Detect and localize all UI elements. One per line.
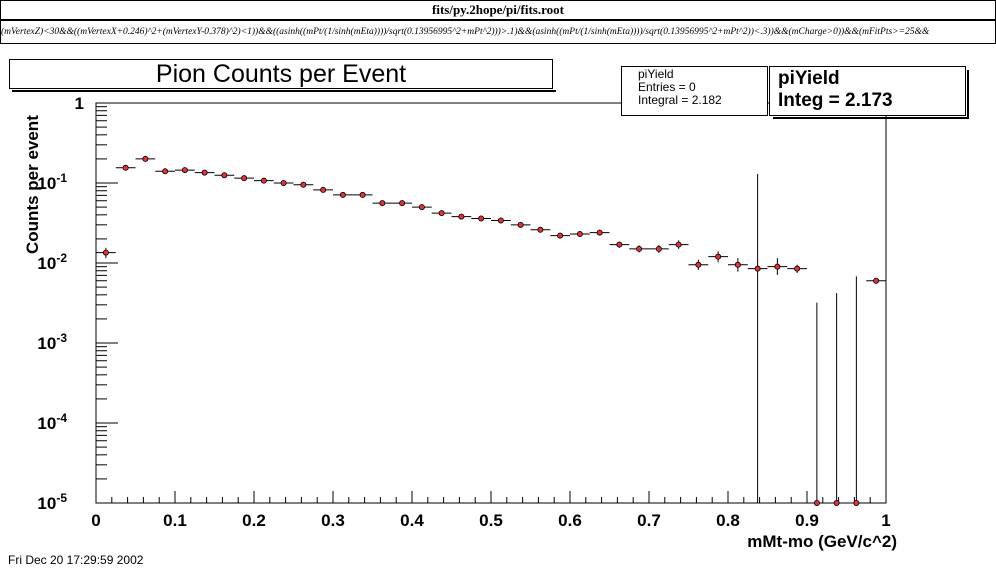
- data-point: [794, 265, 801, 272]
- x-tick-label: 0.7: [637, 511, 661, 530]
- data-point: [320, 186, 327, 193]
- stats-big-integ: Integ = 2.173: [778, 90, 893, 111]
- x-tick-label: 0.6: [558, 511, 582, 530]
- data-point: [715, 253, 722, 260]
- data-point: [497, 217, 504, 224]
- stats-box-small: piYield Entries = 0 Integral = 2.182: [621, 66, 768, 116]
- data-point: [142, 155, 149, 162]
- x-tick-label: 0.5: [479, 511, 503, 530]
- x-axis: 0 0.1 0.2 0.3 0.4 0.5 0.6 0.7 0.8 0.9 1: [91, 491, 891, 530]
- x-tick-label: 0.2: [242, 511, 266, 530]
- data-point: [162, 168, 169, 175]
- data-point: [576, 231, 583, 238]
- data-point: [300, 181, 307, 188]
- data-point: [754, 265, 761, 272]
- x-tick-label: 0: [91, 511, 100, 530]
- data-point: [616, 241, 623, 248]
- x-tick-label: 0.8: [716, 511, 740, 530]
- data-point: [557, 232, 564, 239]
- data-markers: [102, 155, 880, 506]
- data-point: [458, 213, 465, 220]
- data-point: [379, 200, 386, 207]
- datestamp: Fri Dec 20 17:29:59 2002: [8, 553, 144, 567]
- stats-big-name: piYield: [778, 68, 840, 89]
- plot-title: Pion Counts per Event: [9, 59, 556, 92]
- x-tick-label: 0.4: [400, 511, 424, 530]
- y-axis: 1 10-1 10-2 10-3 10-4 10-5: [37, 94, 118, 513]
- data-point: [636, 245, 643, 252]
- stats-box-large: piYield Integ = 2.173: [769, 66, 969, 119]
- x-tick-label: 1: [881, 511, 890, 530]
- data-point: [438, 210, 445, 217]
- x-tick-label: 0.9: [795, 511, 819, 530]
- data-point: [399, 200, 406, 207]
- cut-expression: (mVertexZ)<30&&((mVertexX+0.246)^2+(mVer…: [0, 20, 996, 44]
- y-tick-label: 10-5: [37, 491, 67, 513]
- data-point: [201, 169, 208, 176]
- stats-small-entries: Entries = 0: [638, 80, 696, 94]
- data-point: [221, 172, 228, 179]
- data-point: [102, 249, 109, 256]
- data-point: [418, 204, 425, 211]
- data-point: [596, 229, 603, 236]
- data-point: [359, 191, 366, 198]
- canvas-title: fits/py.2hope/pi/fits.root: [0, 0, 996, 20]
- data-point: [537, 226, 544, 233]
- data-point: [655, 245, 662, 252]
- data-point: [813, 499, 820, 506]
- y-tick-label: 10-1: [37, 171, 67, 193]
- data-point: [478, 215, 485, 222]
- y-tick-label: 10-2: [37, 251, 67, 273]
- x-tick-label: 0.3: [321, 511, 345, 530]
- y-axis-label: Counts per event: [23, 115, 42, 254]
- y-tick-label: 1: [75, 94, 84, 113]
- data-point: [122, 164, 129, 171]
- data-point: [833, 499, 840, 506]
- data-point: [260, 177, 267, 184]
- y-tick-label: 10-3: [37, 331, 67, 353]
- data-point: [241, 175, 248, 182]
- stats-small-name: piYield: [638, 67, 674, 81]
- x-axis-label: mMt-mo (GeV/c^2): [747, 532, 897, 551]
- data-point: [774, 263, 781, 270]
- data-point: [675, 241, 682, 248]
- plot-frame: [95, 102, 887, 504]
- error-bars: [96, 158, 886, 504]
- data-point: [853, 499, 860, 506]
- stats-small-integral: Integral = 2.182: [638, 93, 722, 107]
- data-point: [339, 191, 346, 198]
- x-tick-label: 0.1: [163, 511, 187, 530]
- data-point: [873, 277, 880, 284]
- data-point: [280, 179, 287, 186]
- data-point: [517, 221, 524, 228]
- data-point: [734, 261, 741, 268]
- data-point: [181, 167, 188, 174]
- y-tick-label: 10-4: [37, 411, 67, 433]
- data-point: [695, 261, 702, 268]
